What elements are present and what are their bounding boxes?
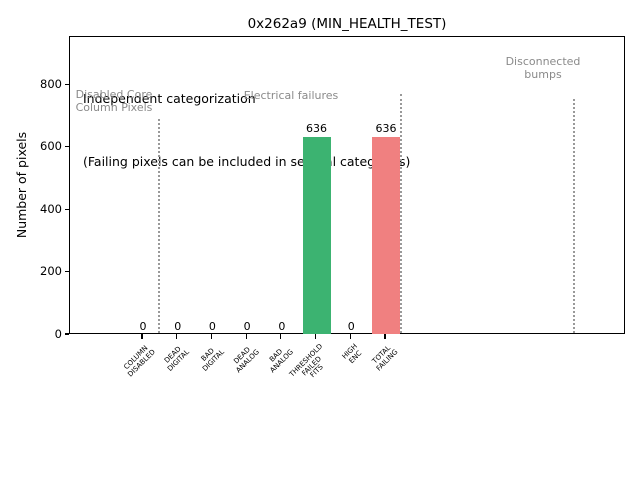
region-separator-line xyxy=(399,94,402,333)
x-tick-mark xyxy=(210,334,212,339)
y-tick-mark xyxy=(64,208,69,210)
x-tick-mark xyxy=(384,334,386,339)
bar-value-label: 0 xyxy=(139,320,147,333)
x-tick-label-text: COLUMN DISABLED xyxy=(122,344,157,379)
y-tick-label: 600 xyxy=(40,139,62,154)
y-tick-mark xyxy=(64,271,69,273)
x-tick-label-text: DEAD ANALOG xyxy=(231,345,261,375)
note-line-1: Independent categorization xyxy=(83,91,256,106)
x-tick-label-text: HIGH ENC xyxy=(340,342,364,365)
bar-value-label: 636 xyxy=(375,121,397,135)
note-line-2: (Failing pixels can be included in sever… xyxy=(83,154,411,169)
bar-value-label: 0 xyxy=(278,320,286,333)
y-tick-label: 0 xyxy=(54,326,62,341)
bar-value-label: 0 xyxy=(243,320,251,333)
plot-area: Independent categorization (Failing pixe… xyxy=(69,36,625,334)
bar-value-label: 0 xyxy=(347,320,355,333)
chart-title: 0x262a9 (MIN_HEALTH_TEST) xyxy=(247,16,447,32)
note-independent-categorization: Independent categorization (Failing pixe… xyxy=(83,46,410,214)
x-tick-label-text: BAD DIGITAL xyxy=(199,346,226,373)
bar-value-label: 636 xyxy=(306,121,328,135)
region-separator-line xyxy=(572,99,575,333)
bar-total-failing xyxy=(371,136,400,334)
region-label-disabled-core-column-pixels: Disabled Core Column Pixels xyxy=(75,88,153,114)
y-axis-label: Number of pixels xyxy=(14,131,29,239)
region-label-disconnected-bumps: Disconnected bumps xyxy=(505,55,581,81)
bar-value-label: 0 xyxy=(208,320,216,333)
y-tick-label: 800 xyxy=(40,76,62,91)
y-tick-mark xyxy=(64,333,69,335)
bar-threshold-failed-fits xyxy=(302,136,331,334)
x-tick-mark xyxy=(245,334,247,339)
x-tick-label-text: TOTAL FAILING xyxy=(370,343,400,373)
x-tick-label-text: DEAD DIGITAL xyxy=(163,344,191,373)
y-tick-label: 200 xyxy=(40,264,62,279)
region-separator-line xyxy=(157,119,160,333)
x-tick-mark xyxy=(280,334,282,339)
x-tick-label-text: THRESHOLD FAILED FITS xyxy=(288,342,326,380)
y-tick-mark xyxy=(64,83,69,85)
x-tick-mark xyxy=(349,334,351,339)
y-tick-label: 400 xyxy=(40,201,62,216)
bar-value-label: 0 xyxy=(174,320,182,333)
region-label-electrical-failures: Electrical failures xyxy=(243,89,339,102)
x-tick-mark xyxy=(141,334,143,339)
y-tick-mark xyxy=(64,146,69,148)
x-tick-mark xyxy=(176,334,178,339)
x-tick-mark xyxy=(314,334,317,339)
